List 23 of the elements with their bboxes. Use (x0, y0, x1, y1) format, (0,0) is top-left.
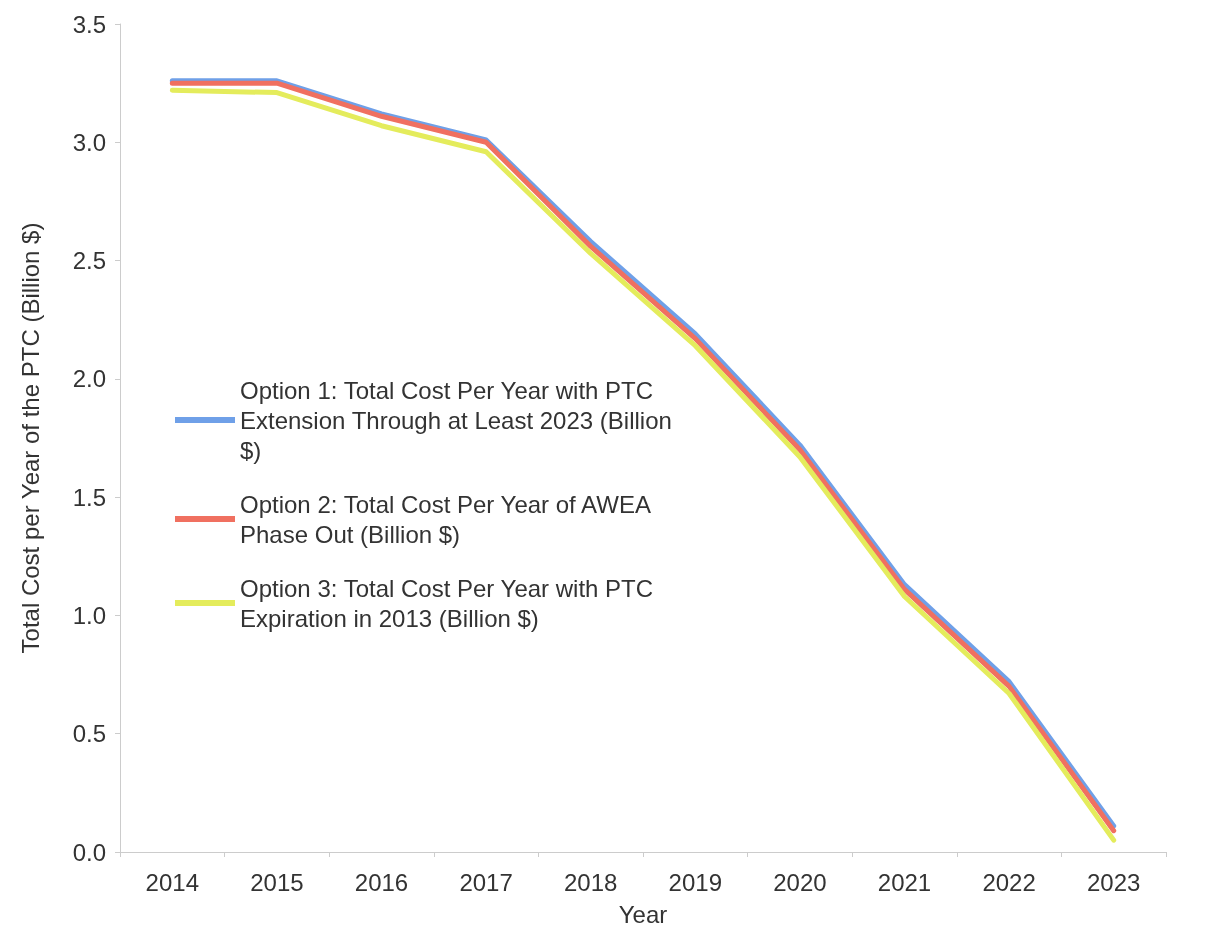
x-tick-label: 2021 (877, 868, 932, 896)
y-tick-label: 3.0 (72, 128, 106, 156)
y-tick-label: 2.5 (72, 247, 106, 275)
x-tick-label: 2020 (773, 868, 827, 896)
x-tick-label: 2014 (145, 868, 199, 896)
y-tick-label: 3.5 (72, 10, 106, 38)
y-axis-title: Total Cost per Year of the PTC (Billion $) (16, 222, 44, 654)
y-tick-label: 0.5 (72, 720, 106, 748)
legend-label: Option 3: Total Cost Per Year with PTC Expiration in 2013 (Billion $) (240, 574, 660, 632)
legend-label: Option 2: Total Cost Per Year of AWEA Phase Out (Billion $) (240, 490, 657, 548)
x-tick-label: 2017 (459, 868, 513, 896)
x-tick-label: 2018 (564, 868, 618, 896)
x-tick-label: 2019 (668, 868, 722, 896)
y-tick-label: 0.0 (72, 838, 106, 866)
x-tick-label: 2023 (1087, 868, 1141, 896)
x-axis-title: Year (618, 900, 668, 928)
x-tick-label: 2016 (354, 868, 409, 896)
y-tick-label: 2.0 (72, 365, 106, 393)
x-tick-label: 2022 (982, 868, 1036, 896)
y-tick-label: 1.5 (72, 483, 106, 511)
x-tick-label: 2015 (250, 868, 304, 896)
y-tick-label: 1.0 (72, 601, 106, 629)
legend-label: Option 1: Total Cost Per Year with PTC Extension Through at Least 2023 (Billion $) (240, 376, 679, 464)
